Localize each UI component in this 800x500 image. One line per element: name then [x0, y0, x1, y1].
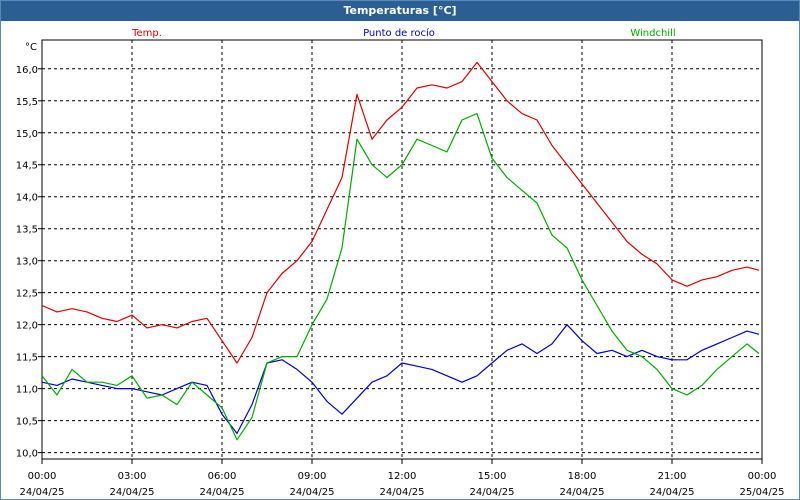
- x-tick-date: 24/04/25: [20, 487, 65, 498]
- window-title: Temperaturas [°C]: [1, 1, 799, 21]
- x-tick-time: 18:00: [568, 471, 597, 482]
- x-tick-date: 24/04/25: [380, 487, 425, 498]
- legend-entry: Temp.: [131, 28, 162, 39]
- x-tick-date: 24/04/25: [560, 487, 605, 498]
- y-tick-label: 15,5: [16, 97, 38, 108]
- x-tick-time: 09:00: [298, 471, 327, 482]
- x-tick-date: 24/04/25: [290, 487, 335, 498]
- y-axis: 10,0 10,5 11,0 11,5 12,0 12,5 13,0 13,5 14,0 14,5…: [16, 65, 42, 460]
- series: [41, 61, 760, 441]
- x-tick-date: 24/04/25: [470, 487, 515, 498]
- y-axis-label: °C: [25, 42, 37, 53]
- y-tick-label: 11,0: [16, 385, 38, 396]
- x-axis: 00:00 24/04/25 03:00 24/04/25 06:00 24/04/25 0…: [20, 459, 785, 498]
- series-line-1: [41, 61, 760, 364]
- x-tick-time: 03:00: [118, 471, 147, 482]
- x-tick-time: 00:00: [28, 471, 57, 482]
- y-tick-label: 10,0: [16, 449, 38, 460]
- series-line-3: [41, 112, 760, 441]
- y-tick-label: 13,5: [16, 225, 38, 236]
- x-tick-time: 21:00: [658, 471, 687, 482]
- y-tick-label: 12,0: [16, 321, 38, 332]
- legend-entry: Windchill: [630, 28, 675, 39]
- x-tick-time: 00:00: [748, 471, 777, 482]
- x-tick-date: 24/04/25: [200, 487, 245, 498]
- x-tick-time: 06:00: [208, 471, 237, 482]
- legend: Temp. Punto de rocío Windchill: [131, 27, 676, 39]
- y-tick-label: 14,5: [16, 161, 38, 172]
- grid: [42, 40, 762, 459]
- y-tick-label: 12,5: [16, 289, 38, 300]
- x-tick-date: 24/04/25: [650, 487, 695, 498]
- y-tick-label: 13,0: [16, 257, 38, 268]
- y-tick-label: 15,0: [16, 129, 38, 140]
- series-line-2: [41, 324, 760, 434]
- legend-entry: Punto de rocío: [363, 27, 435, 39]
- x-tick-time: 12:00: [388, 471, 417, 482]
- y-tick-label: 10,5: [16, 417, 38, 428]
- y-tick-label: 14,0: [16, 193, 38, 204]
- x-tick-time: 15:00: [478, 471, 507, 482]
- y-tick-label: 16,0: [16, 65, 38, 76]
- x-tick-date: 24/04/25: [110, 487, 155, 498]
- x-tick-date: 25/04/25: [740, 487, 785, 498]
- y-tick-label: 11,5: [16, 353, 38, 364]
